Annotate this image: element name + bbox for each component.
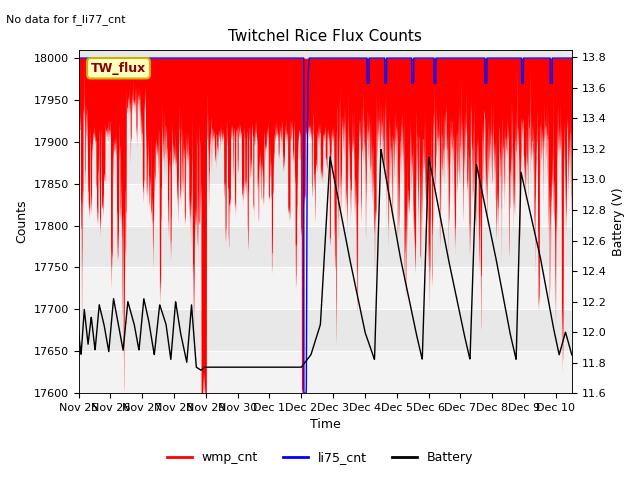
Text: No data for f_li77_cnt: No data for f_li77_cnt xyxy=(6,14,126,25)
Text: TW_flux: TW_flux xyxy=(91,62,146,75)
X-axis label: Time: Time xyxy=(310,419,340,432)
Bar xyxy=(79,100,572,142)
Y-axis label: Battery (V): Battery (V) xyxy=(612,187,625,256)
Bar xyxy=(79,351,572,393)
Legend: wmp_cnt, li75_cnt, Battery: wmp_cnt, li75_cnt, Battery xyxy=(162,446,478,469)
Y-axis label: Counts: Counts xyxy=(15,200,28,243)
Bar xyxy=(79,184,572,226)
Title: Twitchel Rice Flux Counts: Twitchel Rice Flux Counts xyxy=(228,29,422,44)
Bar xyxy=(79,267,572,310)
